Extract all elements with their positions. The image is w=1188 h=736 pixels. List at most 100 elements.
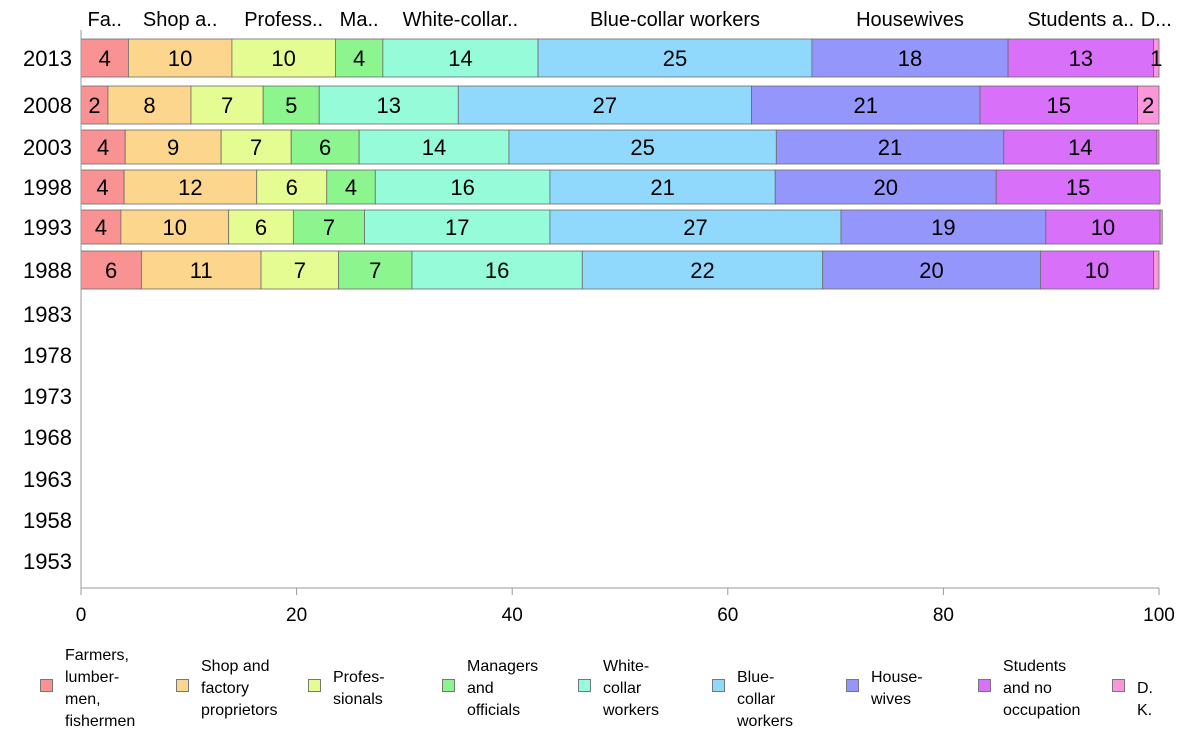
category-header-label: Fa.. bbox=[87, 9, 121, 31]
legend-label: Blue-collar workers bbox=[737, 669, 794, 730]
data-label: 21 bbox=[878, 135, 902, 160]
data-label: 4 bbox=[345, 175, 357, 200]
data-label: 6 bbox=[286, 175, 298, 200]
y-tick-label: 2003 bbox=[23, 135, 72, 160]
bar-segment bbox=[80, 38, 129, 78]
legend-label: House- wives bbox=[871, 669, 923, 708]
data-label: 17 bbox=[445, 215, 469, 240]
data-label: 9 bbox=[167, 135, 179, 160]
data-label: 7 bbox=[294, 258, 306, 283]
category-header-label: Students a.. bbox=[1027, 9, 1134, 31]
bar-segment bbox=[995, 169, 1161, 205]
bar-segment bbox=[1156, 129, 1160, 165]
legend: Farmers, lumber- men, fishermen Shop and … bbox=[0, 646, 1188, 732]
data-label: 5 bbox=[285, 93, 297, 118]
y-tick-label: 2008 bbox=[23, 93, 72, 118]
data-label: 6 bbox=[319, 135, 331, 160]
x-tick-label: 80 bbox=[933, 605, 954, 626]
bar-segment bbox=[123, 169, 258, 205]
stacked-bar-chart: 4 10 10 4 14 25 18 13 1 2013 2 8 7 5 13 27 21 15 2 2008 4 9 7 6… bbox=[23, 9, 1175, 626]
data-label: 7 bbox=[221, 93, 233, 118]
x-tick-label: 20 bbox=[286, 605, 307, 626]
data-label: 1 bbox=[1150, 46, 1162, 71]
bar-segment bbox=[840, 209, 1047, 245]
y-tick-label: 1983 bbox=[23, 302, 72, 327]
category-header-label: Ma.. bbox=[340, 9, 379, 31]
bar-segment bbox=[775, 129, 1005, 165]
bar-segment bbox=[822, 250, 1041, 290]
bar-segment bbox=[382, 38, 539, 78]
y-tick-label: 2013 bbox=[23, 46, 72, 71]
legend-label: Students and no occupation bbox=[1003, 658, 1081, 719]
bar-segment bbox=[508, 129, 777, 165]
bar-segment bbox=[811, 38, 1009, 78]
bar-segment bbox=[1137, 85, 1160, 125]
legend-swatch bbox=[176, 679, 189, 692]
data-label: 2 bbox=[1142, 93, 1154, 118]
bar-segment bbox=[374, 169, 551, 205]
bar-segment bbox=[260, 250, 340, 290]
bar-segment bbox=[120, 209, 230, 245]
data-label: 14 bbox=[422, 135, 446, 160]
category-header-label: Shop a.. bbox=[143, 9, 218, 31]
legend-label: Managers and officials bbox=[467, 658, 539, 719]
bar-segment bbox=[290, 129, 360, 165]
bar-segment bbox=[751, 85, 981, 125]
bar-segment bbox=[338, 250, 413, 290]
data-label: 27 bbox=[683, 215, 707, 240]
data-label: 4 bbox=[96, 175, 108, 200]
category-header-label: Housewives bbox=[856, 9, 964, 31]
category-header-label: D... bbox=[1141, 9, 1172, 31]
bar-segment bbox=[80, 85, 109, 125]
data-label: 21 bbox=[854, 93, 878, 118]
bar-segment bbox=[457, 85, 752, 125]
bar-segment bbox=[774, 169, 997, 205]
bar-segment bbox=[318, 85, 459, 125]
y-tick-label: 1968 bbox=[23, 425, 72, 450]
data-label: 7 bbox=[369, 258, 381, 283]
data-label: 18 bbox=[898, 46, 922, 71]
category-header-label: Blue-collar workers bbox=[590, 9, 760, 31]
y-tick-label: 1993 bbox=[23, 215, 72, 240]
bar-segment bbox=[80, 209, 122, 245]
bar-segment bbox=[262, 85, 320, 125]
data-label: 25 bbox=[630, 135, 654, 160]
bar-segment bbox=[1045, 209, 1161, 245]
data-label: 13 bbox=[1069, 46, 1093, 71]
legend-label: Profes- sionals bbox=[333, 669, 385, 708]
bar-segment bbox=[220, 129, 292, 165]
y-tick-label: 1963 bbox=[23, 467, 72, 492]
data-label: 16 bbox=[485, 258, 509, 283]
data-label: 19 bbox=[931, 215, 955, 240]
data-label: 10 bbox=[271, 46, 295, 71]
data-label: 2 bbox=[88, 93, 100, 118]
legend-label: Shop and factory proprietors bbox=[201, 658, 278, 719]
data-label: 14 bbox=[1068, 135, 1092, 160]
data-label: 10 bbox=[168, 46, 192, 71]
data-label: 14 bbox=[448, 46, 472, 71]
y-tick-label: 1978 bbox=[23, 343, 72, 368]
legend-label: D. K. bbox=[1137, 680, 1153, 719]
bar-segment bbox=[364, 209, 551, 245]
legend-label: White- collar workers bbox=[603, 658, 660, 719]
data-label: 10 bbox=[1085, 258, 1109, 283]
bar-segment bbox=[1153, 250, 1160, 290]
data-label: 21 bbox=[650, 175, 674, 200]
data-label: 13 bbox=[377, 93, 401, 118]
bar-segment bbox=[231, 38, 336, 78]
legend-swatch bbox=[308, 679, 321, 692]
data-label: 10 bbox=[163, 215, 187, 240]
data-label: 25 bbox=[663, 46, 687, 71]
x-tick-label: 40 bbox=[502, 605, 523, 626]
data-label: 22 bbox=[690, 258, 714, 283]
data-label: 4 bbox=[95, 215, 107, 240]
bar-segment bbox=[411, 250, 583, 290]
x-tick-label: 0 bbox=[76, 605, 87, 626]
bar-segment bbox=[1153, 38, 1160, 78]
x-tick-label: 60 bbox=[717, 605, 738, 626]
data-label: 8 bbox=[143, 93, 155, 118]
data-label: 15 bbox=[1066, 175, 1090, 200]
bar-segment bbox=[549, 209, 842, 245]
bar-segment bbox=[537, 38, 813, 78]
data-label: 6 bbox=[255, 215, 267, 240]
